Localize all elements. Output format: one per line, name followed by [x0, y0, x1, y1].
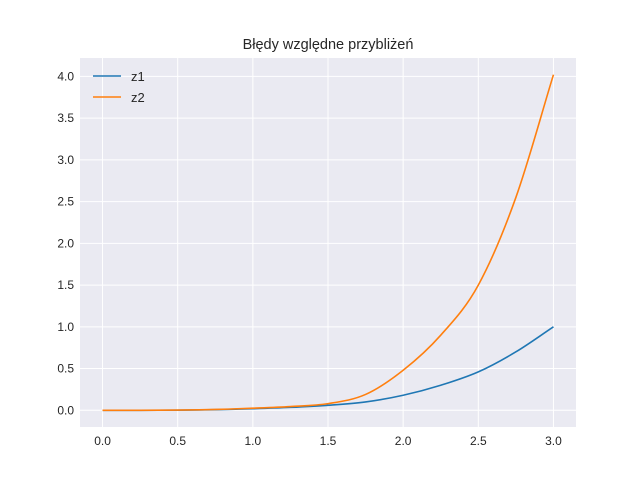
y-tick-label: 1.5	[57, 278, 74, 292]
y-tick-label: 2.0	[57, 236, 74, 250]
legend-label-z2: z2	[131, 90, 145, 105]
chart-title: Błędy względne przybliżeń	[243, 37, 414, 53]
x-tick-label: 1.5	[320, 434, 337, 448]
x-tick-label: 2.0	[395, 434, 412, 448]
tick-labels: 0.0 0.5 1.0 1.5 2.0 2.5 3.0 0.0 0.5 1.0 1.5 2.0 2.5 3…	[57, 69, 562, 448]
x-tick-label: 1.0	[245, 434, 262, 448]
x-tick-label: 0.5	[169, 434, 186, 448]
y-tick-label: 2.5	[57, 195, 74, 209]
series-line-z2	[102, 74, 555, 412]
y-tick-label: 0.0	[57, 403, 74, 417]
x-tick-label: 0.0	[94, 434, 111, 448]
y-tick-label: 1.0	[57, 320, 74, 334]
y-tick-label: 3.0	[57, 153, 74, 167]
x-tick-label: 2.5	[470, 434, 487, 448]
y-tick-label: 3.5	[57, 111, 74, 125]
legend-label-z1: z1	[131, 69, 145, 84]
series-lines	[102, 74, 555, 412]
y-tick-label: 0.5	[57, 362, 74, 376]
y-tick-label: 4.0	[57, 69, 74, 83]
x-tick-label: 3.0	[545, 434, 562, 448]
